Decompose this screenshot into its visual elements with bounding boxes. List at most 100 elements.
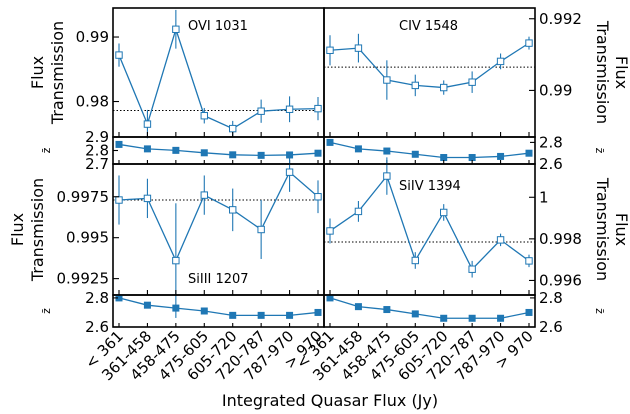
- x-axis: < 361361-458458-475475-605605-720720-787…: [82, 327, 537, 384]
- y-axis-title-line1: Flux: [8, 213, 27, 246]
- data-point: [326, 46, 334, 54]
- data-point: [496, 57, 505, 66]
- y-axis-title-line2: Transmission: [48, 21, 67, 125]
- z-data-point: [468, 154, 476, 162]
- z-data-point: [326, 294, 334, 302]
- z-data-point: [172, 304, 180, 312]
- z-data-point: [200, 149, 208, 157]
- x-axis-title: Integrated Quasar Flux (Jy): [222, 391, 438, 410]
- z-data-point: [314, 149, 322, 157]
- data-point: [468, 265, 476, 273]
- z-axis-title: z̄: [40, 147, 53, 153]
- data-point: [383, 76, 391, 84]
- z-data-point: [172, 146, 180, 154]
- z-data-point: [314, 308, 322, 316]
- y-tick-label: 0.992: [539, 10, 582, 28]
- series-line: [118, 27, 319, 130]
- z-data-point: [286, 311, 294, 319]
- y-axis-title-line2: Transmission: [593, 177, 612, 281]
- z-data-point: [411, 150, 419, 158]
- z-data-point: [440, 154, 448, 162]
- data-point: [525, 257, 533, 265]
- data-point: [143, 120, 152, 128]
- data-point: [440, 83, 448, 92]
- y-axis-title-line1: Flux: [28, 56, 47, 89]
- z-axis-title: z̄: [593, 308, 606, 314]
- panel-2: 0.9925 0.995 0.9975 Flux Transmission SiIII 1…: [8, 152, 325, 336]
- z-data-point: [200, 307, 208, 315]
- z-data-point: [257, 311, 265, 319]
- series-line: [118, 171, 319, 263]
- z-y-tick-label: 2.9: [85, 128, 109, 146]
- z-data-point: [497, 314, 505, 322]
- y-axis-title-line1: Flux: [612, 213, 630, 246]
- z-data-point: [525, 308, 533, 316]
- data-point: [411, 256, 419, 265]
- z-data-point: [229, 151, 237, 159]
- data-point: [354, 207, 363, 216]
- data-point: [314, 104, 322, 113]
- z-series-line: [118, 143, 319, 157]
- data-point: [172, 256, 180, 265]
- data-point: [440, 208, 448, 217]
- panel-0: 0.98 0.99 Flux Transmission OVI 1031 2.72.82.…: [28, 7, 325, 173]
- y-tick-label: 1: [539, 188, 549, 206]
- data-point: [411, 81, 419, 90]
- z-data-point: [115, 140, 123, 148]
- z-y-tick-label: 2.7: [85, 155, 109, 173]
- y-tick-label: 0.99: [76, 28, 109, 46]
- y-axis-title-line2: Transmission: [593, 20, 612, 124]
- z-axis-title: z̄: [40, 308, 53, 314]
- y-tick-label: 0.98: [76, 93, 109, 111]
- panel-label: OVI 1031: [188, 19, 248, 34]
- data-point: [354, 44, 363, 52]
- z-y-tick-label: 2.6: [539, 155, 563, 173]
- z-data-point: [354, 303, 362, 311]
- z-y-tick-label: 2.8: [539, 289, 563, 307]
- z-data-point: [143, 301, 151, 309]
- y-tick-label: 0.996: [539, 271, 582, 289]
- z-y-tick-label: 2.6: [85, 318, 109, 336]
- z-axis-title: z̄: [593, 148, 606, 154]
- data-point: [326, 227, 334, 235]
- data-point: [496, 236, 505, 244]
- z-frame: [323, 294, 536, 328]
- data-point: [285, 105, 294, 113]
- y-tick-label: 0.998: [539, 230, 582, 248]
- z-data-point: [468, 314, 476, 322]
- z-data-point: [525, 149, 533, 157]
- data-point: [143, 194, 152, 203]
- z-series-line: [118, 297, 319, 317]
- z-data-point: [383, 147, 391, 155]
- data-point: [229, 206, 237, 214]
- y-tick-label: 0.995: [66, 229, 109, 247]
- z-y-tick-label: 2.8: [539, 133, 563, 151]
- z-y-tick-label: 2.8: [85, 142, 109, 160]
- z-data-point: [229, 311, 237, 319]
- z-data-point: [257, 151, 265, 159]
- data-point: [200, 112, 208, 120]
- z-data-point: [326, 138, 334, 146]
- data-point: [115, 196, 123, 204]
- y-axis-title-line1: Flux: [612, 56, 630, 89]
- data-point: [525, 39, 533, 47]
- panel-label: CIV 1548: [399, 19, 458, 34]
- z-data-point: [411, 310, 419, 318]
- z-data-point: [354, 145, 362, 153]
- z-data-point: [497, 152, 505, 160]
- data-point: [115, 51, 123, 59]
- y-tick-label: 0.9975: [57, 188, 110, 206]
- z-data-point: [440, 314, 448, 322]
- data-point: [172, 25, 180, 33]
- z-y-tick-label: 2.8: [85, 289, 109, 307]
- y-axis-title-line2: Transmission: [28, 178, 47, 282]
- data-point: [314, 193, 322, 201]
- data-point: [285, 168, 294, 176]
- series-line: [329, 42, 530, 89]
- y-tick-label: 0.99: [539, 81, 572, 99]
- panel-label: SiIII 1207: [188, 272, 249, 287]
